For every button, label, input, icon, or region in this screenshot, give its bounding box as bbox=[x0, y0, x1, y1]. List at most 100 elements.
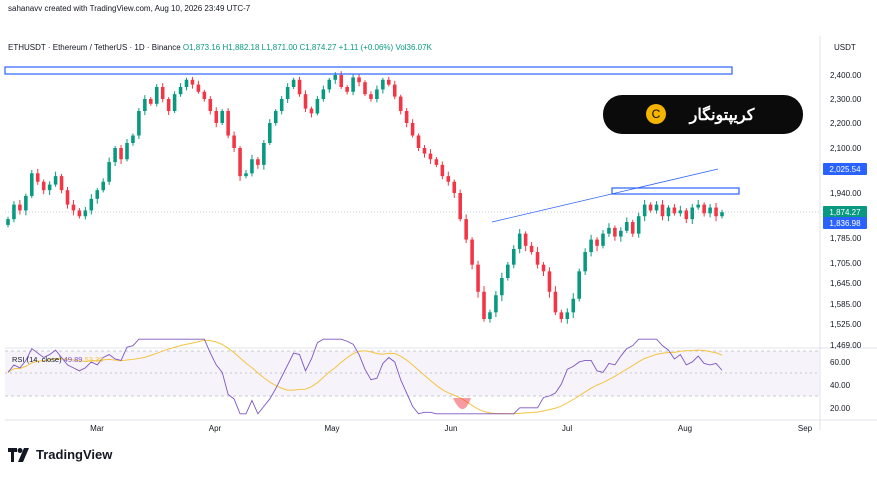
candle-body bbox=[53, 176, 58, 185]
rsi-tick-label: 60.00 bbox=[830, 358, 851, 367]
candle-body bbox=[291, 79, 296, 87]
y-tick-label: 1,940.00 bbox=[830, 189, 862, 198]
candle-body bbox=[89, 198, 94, 211]
tradingview-logo[interactable]: TradingView bbox=[8, 447, 112, 462]
candle-body bbox=[369, 94, 373, 99]
rsi-band bbox=[5, 351, 820, 396]
candle-body bbox=[250, 159, 254, 174]
candle-body bbox=[607, 227, 611, 234]
candle-body bbox=[708, 207, 712, 214]
close-value: C1,874.27 bbox=[299, 43, 337, 52]
symbol-name[interactable]: ETHUSDT · Ethereum / TetherUS · 1D · Bin… bbox=[8, 43, 181, 52]
tradingview-icon bbox=[8, 447, 29, 462]
candle-body bbox=[285, 87, 290, 99]
candle-body bbox=[268, 123, 272, 143]
candle-body bbox=[297, 79, 302, 95]
candle-body bbox=[35, 173, 40, 182]
trendline bbox=[491, 168, 719, 223]
candle-body bbox=[18, 204, 22, 211]
candle-body bbox=[452, 181, 457, 193]
candle-body bbox=[24, 195, 28, 211]
candle-body bbox=[47, 184, 52, 191]
candle-body bbox=[434, 159, 439, 165]
candle-body bbox=[553, 291, 558, 313]
candle-body bbox=[77, 210, 82, 217]
candle-body bbox=[256, 159, 260, 165]
candle-body bbox=[238, 148, 242, 177]
candle-body bbox=[398, 96, 403, 111]
price-label-2025: 2,025.54 bbox=[829, 165, 861, 174]
badge-text: کریپتونگار bbox=[689, 105, 755, 125]
candle-body bbox=[6, 219, 10, 225]
author-line: sahanavv created with TradingView.com, A… bbox=[8, 4, 251, 13]
candle-body bbox=[630, 222, 635, 234]
candle-body bbox=[613, 227, 617, 237]
candle-body bbox=[702, 204, 706, 214]
candle-body bbox=[511, 248, 516, 265]
candle-body bbox=[410, 123, 415, 136]
candle-body bbox=[696, 204, 700, 208]
candle-body bbox=[214, 111, 219, 123]
candle-body bbox=[279, 99, 284, 111]
candle-body bbox=[535, 252, 540, 265]
resistance-box-right bbox=[611, 187, 740, 195]
candle-body bbox=[476, 264, 480, 292]
candle-body bbox=[315, 99, 320, 114]
price-label-1836-bg bbox=[823, 217, 867, 229]
candle-body bbox=[577, 271, 581, 299]
low-value: L1,871.00 bbox=[261, 43, 298, 52]
candle-body bbox=[500, 278, 504, 296]
open-value: O1,873.16 bbox=[182, 43, 221, 52]
candle-body bbox=[654, 204, 659, 211]
y-tick-label: 2,300.00 bbox=[830, 95, 862, 104]
candle-body bbox=[648, 204, 653, 211]
candle-body bbox=[154, 87, 159, 104]
candle-body bbox=[523, 233, 528, 246]
candle-body bbox=[684, 210, 689, 220]
candle-body bbox=[672, 207, 677, 214]
candle-body bbox=[660, 204, 665, 217]
y-tick-label: 2,100.00 bbox=[830, 144, 862, 153]
candle-body bbox=[137, 111, 141, 136]
candle-body bbox=[720, 212, 724, 217]
candle-body bbox=[262, 143, 266, 165]
x-tick-label: Aug bbox=[678, 424, 692, 433]
candle-body bbox=[416, 135, 421, 148]
candle-body bbox=[357, 77, 361, 83]
candle-body bbox=[381, 79, 385, 90]
candle-body bbox=[541, 264, 546, 272]
y-tick-label: 1,705.00 bbox=[830, 259, 862, 268]
candle-body bbox=[529, 245, 534, 253]
y-tick-label: 1,469.00 bbox=[830, 341, 862, 350]
y-tick-label: 1,525.00 bbox=[830, 320, 862, 329]
candle-body bbox=[559, 312, 564, 319]
y-tick-label: 2,200.00 bbox=[830, 119, 862, 128]
candle-body bbox=[202, 91, 207, 99]
rsi-ma-value: 53.39 bbox=[84, 355, 104, 364]
candle-body bbox=[244, 173, 248, 177]
badge-logo-icon bbox=[646, 104, 666, 124]
candle-body bbox=[196, 84, 201, 92]
candle-body bbox=[71, 204, 76, 211]
brand-badge bbox=[603, 95, 803, 134]
y-tick-label: 1,585.00 bbox=[830, 300, 862, 309]
candle-body bbox=[95, 190, 100, 199]
candle-body bbox=[428, 153, 433, 160]
price-label-last: 1,874.27 bbox=[829, 208, 861, 217]
rsi-oversold-fill bbox=[453, 398, 471, 409]
price-label-2025-bg bbox=[823, 163, 867, 175]
candle-body bbox=[446, 176, 451, 182]
x-tick-label: Jul bbox=[562, 424, 572, 433]
candle-body bbox=[589, 239, 593, 253]
price-label-1836: 1,836.98 bbox=[829, 219, 861, 228]
rsi-tick-label: 40.00 bbox=[830, 381, 851, 390]
symbol-info: ETHUSDT · Ethereum / TetherUS · 1D · Bin… bbox=[8, 43, 432, 52]
candle-body bbox=[547, 271, 552, 292]
candle-body bbox=[494, 295, 498, 313]
candle-body bbox=[160, 87, 165, 99]
candle-body bbox=[363, 82, 367, 95]
resistance-box-top bbox=[4, 66, 733, 75]
candle-body bbox=[351, 77, 355, 92]
candle-body bbox=[690, 207, 695, 220]
